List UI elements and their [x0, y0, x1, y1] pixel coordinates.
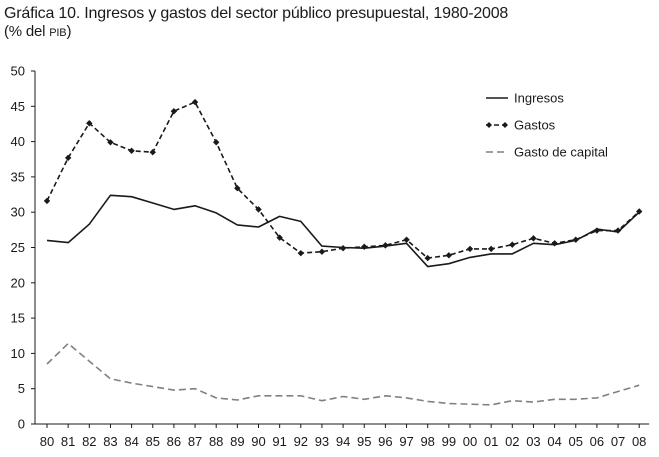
- x-tick-label: 91: [272, 434, 286, 449]
- legend-marker-1: [502, 122, 508, 128]
- x-tick-label: 89: [230, 434, 244, 449]
- series-point-1: [255, 206, 262, 213]
- chart-title: Gráfica 10. Ingresos y gastos del sector…: [4, 5, 509, 22]
- y-tick-label: 25: [11, 240, 25, 255]
- x-tick-label: 86: [167, 434, 181, 449]
- y-tick-label: 30: [11, 205, 25, 220]
- x-tick-label: 92: [294, 434, 308, 449]
- series-point-1: [593, 227, 601, 234]
- series-line-2: [46, 342, 640, 406]
- y-tick-label: 10: [11, 346, 25, 361]
- x-tick-label: 06: [590, 434, 604, 449]
- series-point-1: [149, 148, 156, 156]
- series-point-1: [530, 235, 537, 242]
- series-point-1: [234, 184, 241, 192]
- chart-subtitle: (% del PIB): [4, 23, 72, 40]
- y-tick-label: 5: [18, 381, 25, 396]
- x-tick-label: 05: [569, 434, 583, 449]
- series-point-1: [213, 139, 220, 146]
- y-tick-label: 50: [11, 64, 25, 79]
- series-point-1: [382, 242, 389, 249]
- series-point-1: [403, 236, 410, 243]
- legend-label-1: Gastos: [514, 118, 556, 133]
- series-point-1: [191, 98, 199, 106]
- series-point-1: [64, 154, 72, 162]
- series-point-1: [128, 147, 135, 154]
- x-tick-label: 95: [357, 434, 371, 449]
- y-tick-label: 45: [11, 99, 25, 114]
- legend-label-2: Gasto de capital: [514, 145, 608, 160]
- y-tick-label: 0: [18, 417, 25, 432]
- x-tick-label: 81: [61, 434, 75, 449]
- y-tick-label: 40: [11, 134, 25, 149]
- x-tick-label: 00: [463, 434, 477, 449]
- series-point-1: [297, 249, 304, 257]
- x-tick-label: 93: [315, 434, 329, 449]
- legend-label-0: Ingresos: [514, 91, 564, 106]
- y-tick-label: 15: [11, 311, 25, 326]
- series-point-1: [487, 245, 495, 253]
- series-line-0: [46, 194, 640, 268]
- x-tick-label: 83: [103, 434, 117, 449]
- series-point-1: [339, 245, 347, 252]
- y-tick-label: 35: [11, 169, 25, 184]
- series-point-1: [43, 197, 51, 205]
- x-tick-label: 88: [209, 434, 223, 449]
- x-tick-label: 02: [505, 434, 519, 449]
- series-point-1: [509, 241, 516, 248]
- series-point-1: [614, 227, 622, 234]
- x-tick-label: 84: [124, 434, 138, 449]
- x-tick-label: 82: [82, 434, 96, 449]
- x-tick-label: 03: [526, 434, 540, 449]
- series-point-1: [636, 208, 643, 215]
- series-point-1: [276, 234, 283, 241]
- x-tick-label: 97: [399, 434, 413, 449]
- series-point-1: [445, 252, 453, 259]
- series-point-1: [551, 240, 558, 247]
- x-tick-label: 07: [611, 434, 625, 449]
- series-point-1: [107, 139, 114, 146]
- x-tick-label: 96: [378, 434, 392, 449]
- x-tick-label: 87: [188, 434, 202, 449]
- x-tick-label: 98: [420, 434, 434, 449]
- series-point-1: [572, 236, 579, 243]
- x-tick-label: 08: [632, 434, 646, 449]
- x-tick-label: 94: [336, 434, 350, 449]
- x-tick-label: 04: [547, 434, 561, 449]
- series-point-1: [424, 254, 431, 262]
- x-tick-label: 85: [146, 434, 160, 449]
- x-tick-label: 99: [442, 434, 456, 449]
- subtitle-pib: PIB: [49, 27, 67, 39]
- legend-marker-1: [486, 122, 492, 128]
- y-tick-label: 20: [11, 275, 25, 290]
- x-tick-label: 90: [251, 434, 265, 449]
- x-tick-label: 01: [484, 434, 498, 449]
- series-point-1: [361, 243, 368, 250]
- series-point-1: [466, 245, 474, 253]
- x-tick-label: 80: [40, 434, 54, 449]
- series-point-1: [86, 120, 93, 127]
- series-point-1: [170, 108, 178, 115]
- series-point-1: [318, 248, 326, 255]
